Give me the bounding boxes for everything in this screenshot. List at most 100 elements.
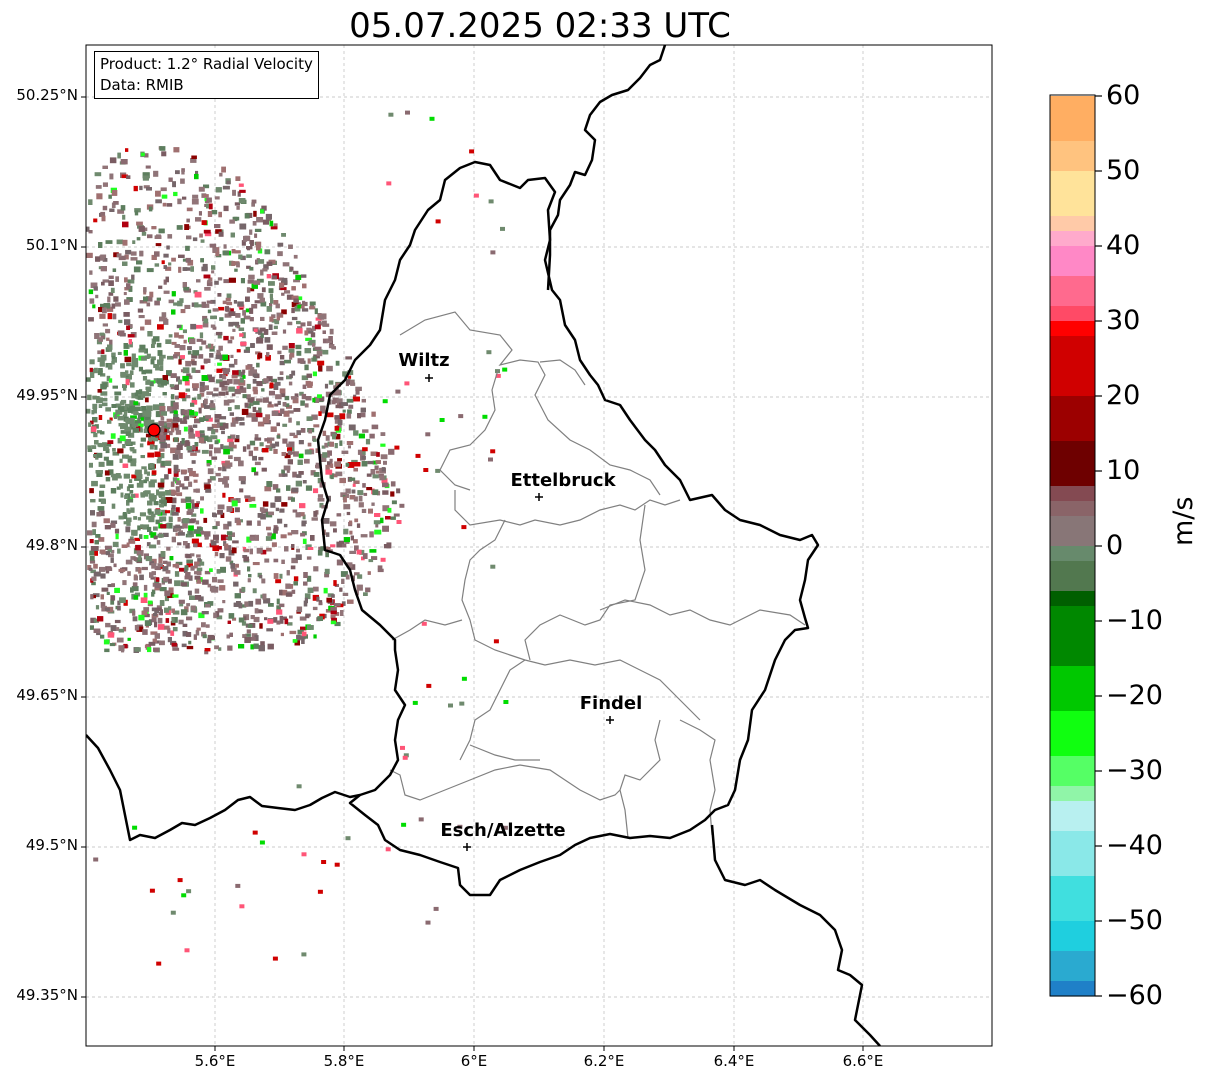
echo-pixel xyxy=(236,262,240,268)
echo-pixel xyxy=(262,448,269,453)
echo-pixel xyxy=(334,425,340,431)
echo-pixel xyxy=(176,225,183,230)
echo-pixel xyxy=(159,354,166,359)
echo-pixel xyxy=(329,521,337,527)
echo-pixel xyxy=(262,268,268,272)
echo-pixel xyxy=(334,583,339,587)
echo-pixel xyxy=(349,530,353,535)
echo-pixel xyxy=(322,330,326,334)
colorbar-segment xyxy=(1050,516,1095,532)
echo-pixel xyxy=(158,228,165,234)
echo-pixel xyxy=(374,513,381,517)
echo-pixel xyxy=(220,444,224,450)
echo-pixel xyxy=(141,300,148,304)
echo-pixel xyxy=(194,595,202,600)
echo-pixel xyxy=(157,455,162,460)
echo-pixel xyxy=(101,605,107,612)
echo-pixel xyxy=(403,753,409,758)
echo-pixel xyxy=(230,563,235,569)
echo-pixel xyxy=(143,607,150,612)
echo-pixel xyxy=(213,612,217,619)
echo-pixel xyxy=(100,634,105,639)
echo-pixel xyxy=(203,385,209,391)
echo-pixel xyxy=(287,622,293,626)
echo-pixel xyxy=(122,221,129,228)
echo-pixel xyxy=(107,344,113,350)
echo-pixel xyxy=(179,298,184,303)
echo-pixel xyxy=(127,407,133,413)
echo-pixel xyxy=(90,569,96,574)
echo-pixel xyxy=(146,379,151,385)
echo-pixel xyxy=(281,559,285,564)
echo-pixel xyxy=(187,468,193,473)
echo-pixel xyxy=(343,504,351,510)
echo-pixel xyxy=(206,281,213,287)
echo-pixel xyxy=(212,326,217,330)
echo-pixel xyxy=(469,149,475,154)
echo-pixel xyxy=(356,549,362,555)
echo-pixel xyxy=(256,410,260,416)
echo-pixel xyxy=(163,560,168,564)
echo-pixel xyxy=(203,184,210,189)
echo-pixel xyxy=(93,408,97,414)
echo-pixel xyxy=(396,488,401,494)
echo-pixel xyxy=(109,417,113,421)
echo-pixel xyxy=(369,549,377,553)
echo-pixel xyxy=(171,497,177,504)
echo-pixel xyxy=(112,475,118,481)
echo-pixel xyxy=(199,392,205,397)
echo-pixel xyxy=(124,403,132,408)
colorbar-segment xyxy=(1050,96,1095,112)
echo-pixel xyxy=(182,267,188,271)
colorbar xyxy=(1050,96,1095,997)
echo-pixel xyxy=(138,315,145,319)
echo-pixel xyxy=(435,219,441,224)
echo-pixel xyxy=(237,301,244,307)
echo-pixel xyxy=(189,470,196,477)
echo-pixel xyxy=(260,333,264,338)
echo-pixel xyxy=(228,363,235,368)
echo-pixel xyxy=(304,403,309,408)
echo-pixel xyxy=(324,442,329,448)
colorbar-segment xyxy=(1050,336,1095,352)
echo-pixel xyxy=(298,440,304,445)
echo-pixel xyxy=(225,391,229,396)
echo-pixel xyxy=(300,400,305,406)
echo-pixel xyxy=(258,609,264,613)
colorbar-segment xyxy=(1050,651,1095,667)
echo-pixel xyxy=(209,406,216,411)
echo-pixel xyxy=(115,473,121,478)
echo-pixel xyxy=(317,550,323,556)
echo-pixel xyxy=(313,354,320,359)
echo-pixel xyxy=(353,539,358,544)
echo-pixel xyxy=(91,576,97,581)
echo-pixel xyxy=(305,396,312,401)
echo-pixel xyxy=(188,338,196,345)
echo-pixel xyxy=(133,516,138,520)
echo-pixel xyxy=(189,595,196,600)
echo-pixel xyxy=(139,344,146,350)
echo-pixel xyxy=(223,371,230,375)
echo-pixel xyxy=(195,488,200,493)
echo-pixel xyxy=(181,169,185,175)
echo-pixel xyxy=(166,546,171,551)
echo-pixel xyxy=(369,433,375,439)
echo-pixel xyxy=(102,442,107,446)
echo-pixel xyxy=(88,462,93,468)
echo-pixel xyxy=(94,333,100,339)
echo-pixel xyxy=(175,532,180,536)
echo-pixel xyxy=(139,300,144,304)
echo-pixel xyxy=(170,481,175,487)
echo-pixel xyxy=(159,516,163,523)
echo-pixel xyxy=(291,589,296,594)
lat-tick-label: 49.95°N xyxy=(16,386,78,404)
echo-pixel xyxy=(327,450,332,456)
echo-pixel xyxy=(207,343,211,348)
echo-pixel xyxy=(98,461,105,467)
echo-pixel xyxy=(192,386,198,391)
echo-pixel xyxy=(153,336,160,342)
echo-pixel xyxy=(253,401,260,405)
echo-pixel xyxy=(157,350,163,356)
colorbar-segment xyxy=(1050,801,1095,817)
colorbar-segment xyxy=(1050,771,1095,787)
